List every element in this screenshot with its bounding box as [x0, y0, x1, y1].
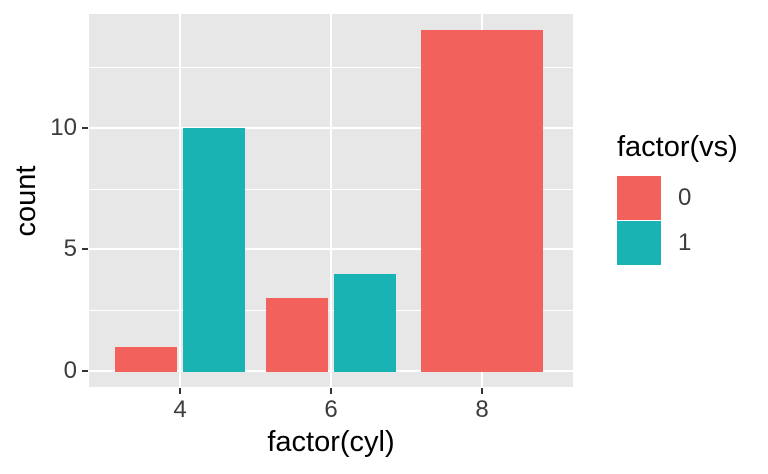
- y-axis-tick: [82, 127, 88, 129]
- x-axis-tick: [179, 388, 181, 394]
- y-axis-title: count: [10, 165, 42, 237]
- bar-cyl4-vs1: [183, 128, 245, 372]
- x-grid-major: [330, 14, 332, 387]
- x-axis-title: factor(cyl): [267, 426, 395, 458]
- legend-swatch-1: [617, 221, 661, 265]
- x-tick-label: 8: [475, 396, 489, 423]
- bar-cyl8-vs0: [421, 30, 543, 372]
- y-tick-label: 10: [50, 114, 77, 141]
- bar-cyl4-vs0: [115, 347, 177, 372]
- y-tick-label: 0: [63, 357, 77, 384]
- legend-key: 1: [617, 221, 767, 265]
- y-tick-label: 5: [63, 235, 77, 262]
- legend-label: 1: [678, 229, 692, 256]
- legend-swatch-0: [617, 176, 661, 220]
- legend-label: 0: [678, 184, 692, 211]
- plot-panel: [89, 14, 573, 387]
- x-axis-tick: [481, 388, 483, 394]
- legend-key: 0: [617, 176, 767, 220]
- y-axis-tick: [82, 248, 88, 250]
- y-axis-tick: [82, 370, 88, 372]
- x-tick-label: 4: [173, 396, 187, 423]
- x-axis-tick: [330, 388, 332, 394]
- legend-title: factor(vs): [617, 131, 738, 163]
- x-grid-major: [179, 14, 181, 387]
- bar-cyl6-vs0: [266, 298, 328, 372]
- bar-cyl6-vs1: [334, 274, 396, 372]
- x-tick-label: 6: [324, 396, 338, 423]
